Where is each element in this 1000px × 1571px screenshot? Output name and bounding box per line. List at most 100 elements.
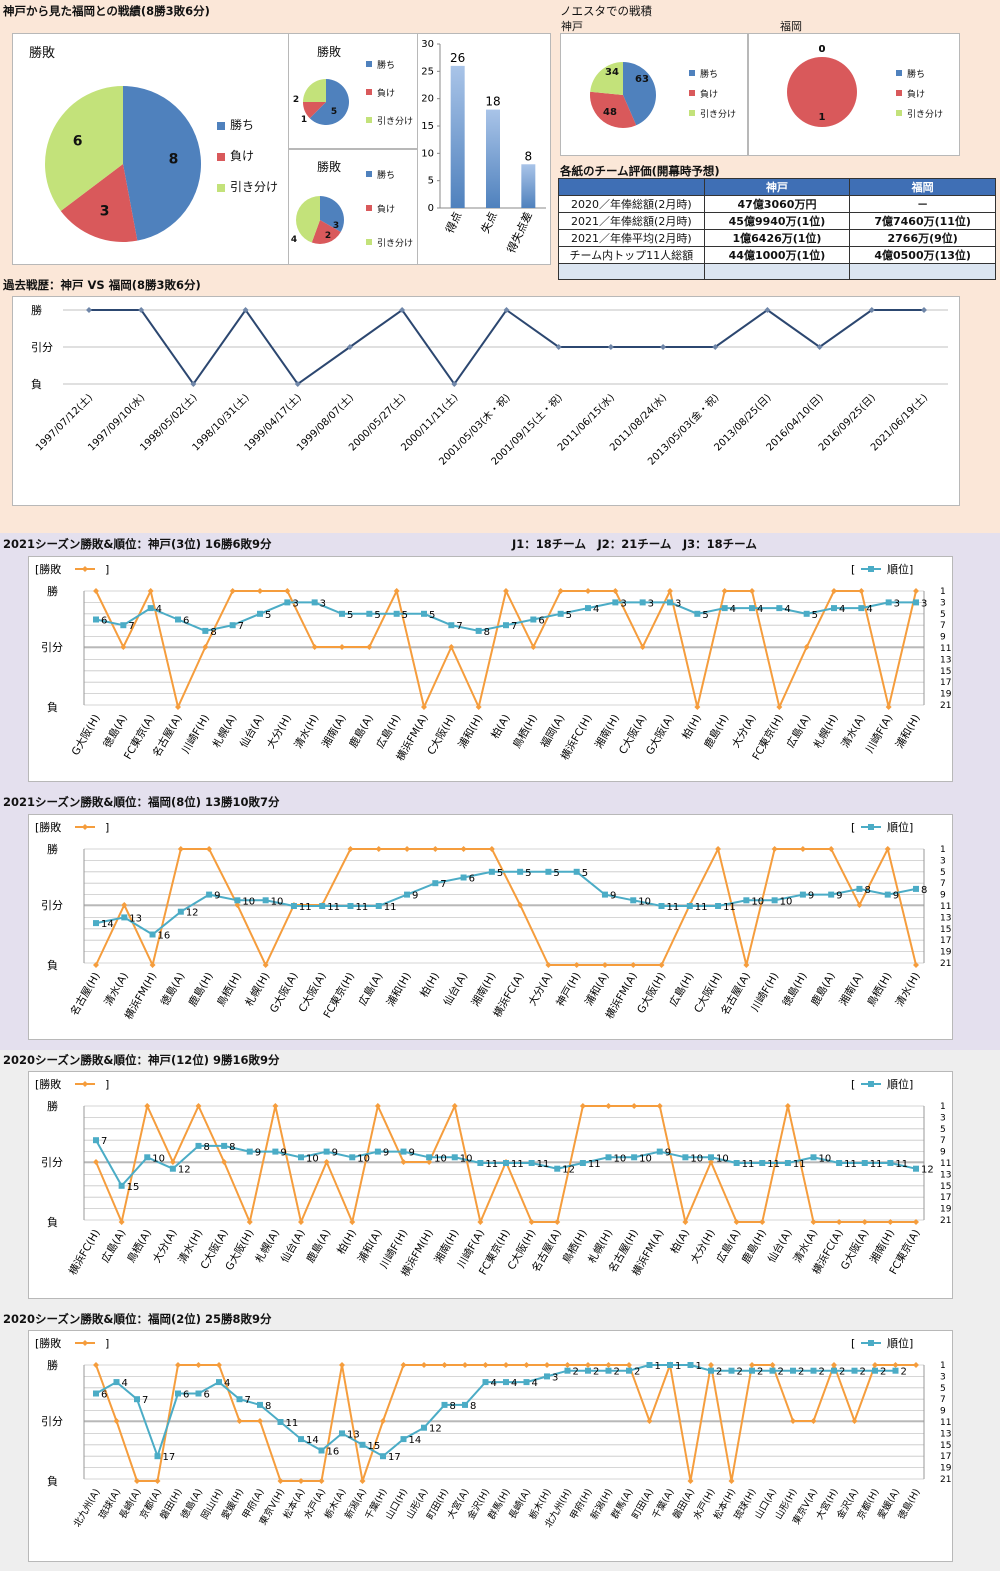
legend-swatch [366,61,372,67]
result-point [579,1103,586,1109]
rank-data-label: 7 [456,621,462,632]
rank-data-label: 6 [469,874,475,885]
result-point [503,1362,509,1368]
rank-data-label: 4 [757,604,763,615]
rank-tick-label: 3 [940,856,946,866]
rank-data-label: 3 [921,598,927,609]
y-tick-label: 0 [428,203,434,214]
legend-result-label: [勝敗 [35,820,61,834]
rank-data-label: 13 [347,1429,360,1440]
pie-data-label: 0 [819,44,826,55]
rank-point [658,903,665,909]
rank-data-label: 10 [306,1153,319,1164]
x-tick-label: 鳥栖(A) [124,1227,153,1265]
rank-data-label: 12 [921,1165,934,1176]
rank-tick-label: 5 [940,1384,946,1394]
season-2021-fukuoka-chart: 13579111315171921勝引分負[勝敗][順位]14131612910… [35,820,952,1022]
rank-point [451,1154,458,1161]
result-point [144,1103,151,1109]
rank-data-label: 4 [224,1378,230,1389]
result-label-draw: 引分 [41,1414,63,1428]
data-point [660,344,667,350]
result-point [884,846,891,852]
rank-data-label: 11 [695,902,708,913]
result-point [799,846,806,852]
rank-point [460,874,467,881]
rank-point [686,903,693,909]
result-point [380,1418,386,1424]
rank-data-label: 4 [122,1378,128,1389]
rank-point [175,1390,181,1397]
rank-data-label: 10 [242,896,255,907]
x-tick-label: 清水(H) [291,712,321,751]
data-point [399,307,406,313]
legend-result-label: [勝敗 [35,562,61,576]
x-tick-label: 鹿島(H) [739,1227,769,1266]
result-point [573,962,580,968]
x-tick-label: 2013/08/25(日) [712,392,773,453]
rank-data-label: 8 [484,627,490,638]
rank-point [202,627,209,634]
rank-tick-label: 17 [940,1452,951,1462]
rank-data-label: 5 [566,610,572,621]
legend-label: 勝ち [377,59,395,71]
x-tick-label: 徳島(A) [100,712,129,750]
rank-data-label: 11 [286,1418,299,1429]
y-category-label: 勝 [31,303,42,317]
rank-tick-label: 1 [940,1361,946,1371]
rank-point [393,610,400,617]
bar [486,109,500,208]
rank-point [246,1148,253,1155]
table-cell: 4億0500万(13位) [849,246,996,264]
rank-data-label: 6 [183,1390,189,1401]
pie-slice [45,86,123,212]
legend-label: 負け [230,149,254,163]
legend-swatch [217,122,225,130]
result-point [694,704,701,710]
x-tick-label: 浦和(A) [355,1227,384,1265]
noevir-kobe-label: 神戸 [561,20,583,33]
x-tick-label: 鹿島(A) [346,712,375,750]
result-point [601,962,608,968]
rank-tick-label: 15 [940,667,951,677]
table-cell: 7億7460万(11位) [849,212,996,230]
rank-data-label: 6 [183,616,189,627]
rank-data-label: 17 [163,1452,176,1463]
x-tick-label: 札幌(A) [210,712,239,750]
x-tick-label: 鹿島(H) [186,970,216,1009]
rank-data-label: 5 [497,868,503,879]
legend-result-close: ] [105,1337,109,1350]
result-point [175,704,181,710]
rank-data-label: 11 [384,902,397,913]
result-label-loss: 負 [47,1475,58,1488]
rank-point [318,1447,325,1454]
x-tick-label: 札幌(A) [253,1227,282,1265]
result-point [421,1362,427,1368]
x-tick-label: 清水(H) [893,970,923,1009]
rank-tick-label: 11 [940,1159,951,1169]
y-tick-label: 10 [421,148,434,159]
rank-point [421,610,427,617]
result-point [612,588,619,594]
rank-data-label: 8 [229,1142,235,1153]
result-point [236,1418,243,1424]
rank-data-label: 10 [716,1153,729,1164]
x-tick-label: 広島(A) [356,970,385,1008]
rank-point [374,1148,381,1155]
result-point [339,644,345,650]
rank-data-label: 4 [839,604,845,615]
pie-data-label: 5 [331,107,337,117]
x-tick-label: 2016/04/10(日) [765,392,826,453]
result-point [656,1103,663,1109]
result-point [913,962,919,968]
rank-data-label: 2 [860,1367,866,1378]
rank-data-label: 10 [271,896,284,907]
data-point [607,344,614,350]
result-point [605,1103,612,1109]
rank-data-label: 2 [757,1367,763,1378]
rank-data-label: 11 [355,902,368,913]
x-tick-label: 広島(H) [667,970,697,1009]
result-point [482,1362,489,1368]
